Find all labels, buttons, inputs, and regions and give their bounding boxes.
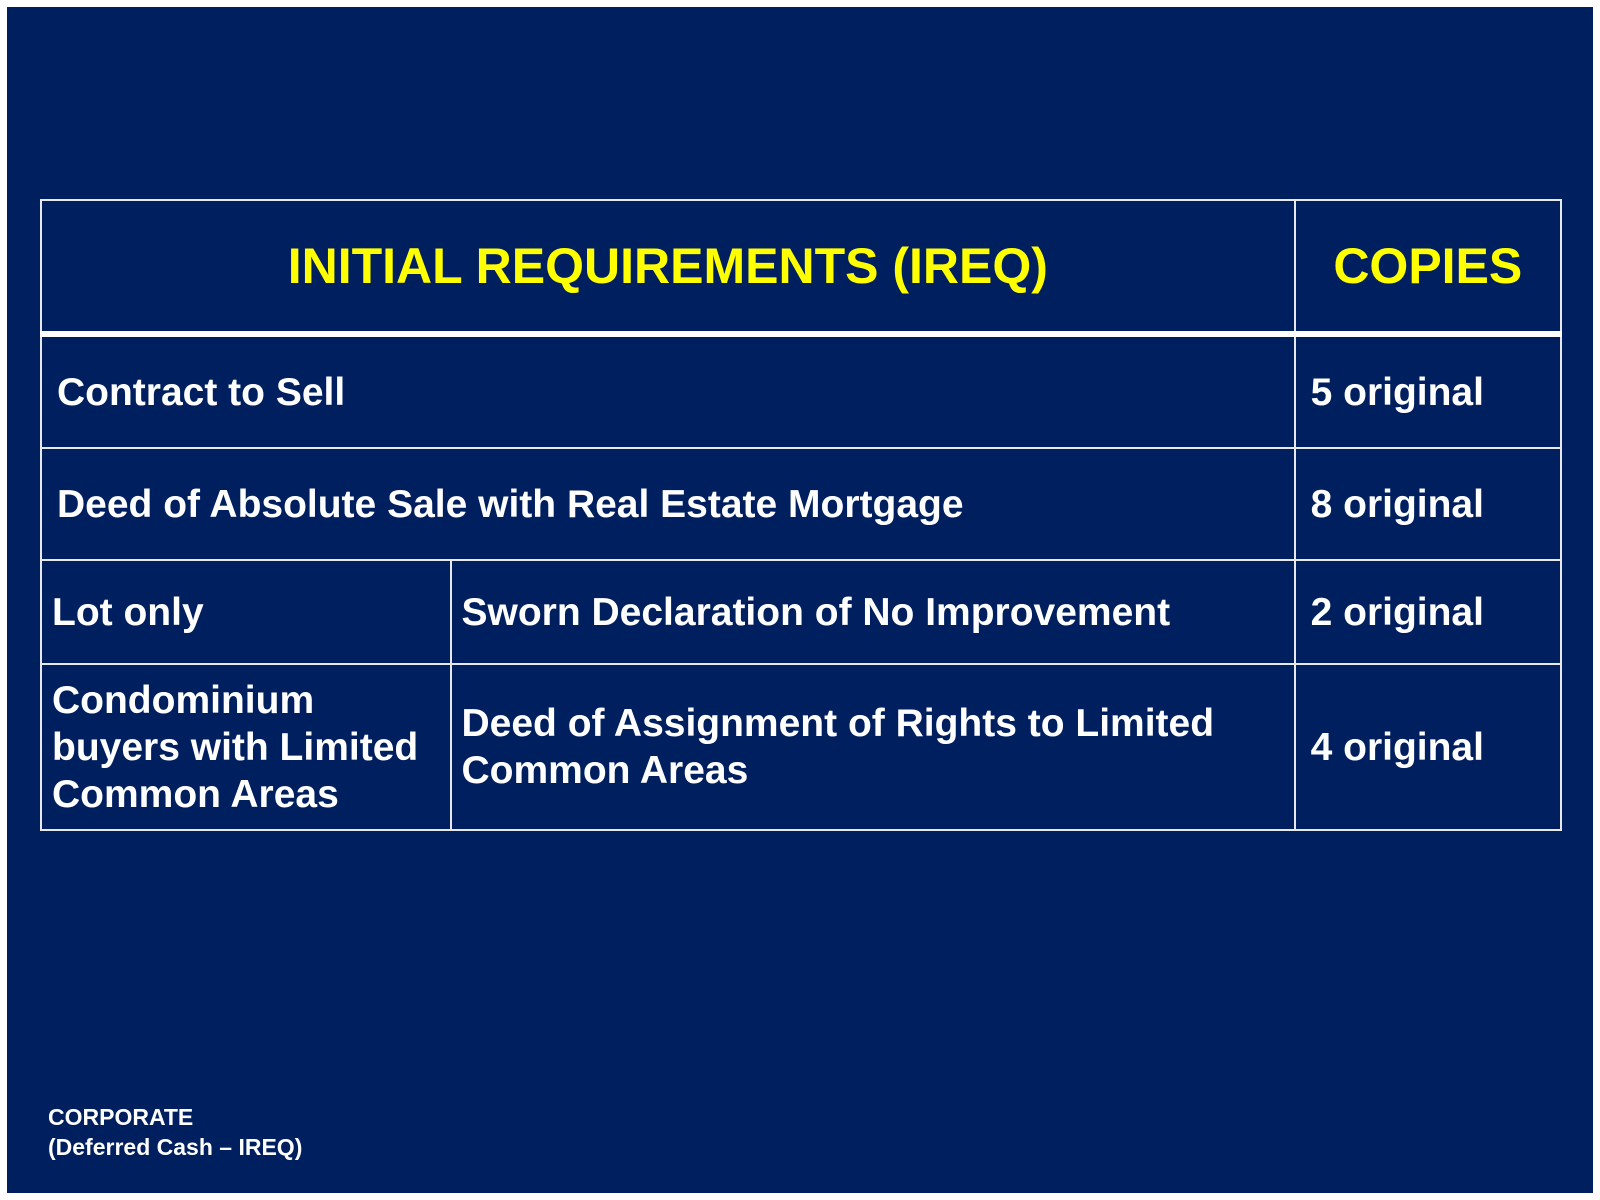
footer-label: CORPORATE (Deferred Cash – IREQ): [48, 1102, 302, 1162]
condition-cell: Lot only: [40, 559, 452, 665]
copies-cell: 4 original: [1293, 663, 1563, 831]
copies-cell: 5 original: [1293, 333, 1563, 449]
document-cell: Contract to Sell: [40, 333, 1296, 449]
requirements-table: INITIAL REQUIREMENTS (IREQ) COPIES Contr…: [40, 199, 1563, 831]
footer-line-corporate: CORPORATE: [48, 1104, 194, 1130]
document-cell: Deed of Assignment of Rights to Limited …: [449, 663, 1296, 831]
copies-header: COPIES: [1293, 199, 1563, 337]
table-row: Condominium buyers with Limited Common A…: [40, 663, 1563, 831]
table-row: Lot only Sworn Declaration of No Improve…: [40, 559, 1563, 665]
table-row: Deed of Absolute Sale with Real Estate M…: [40, 447, 1563, 561]
copies-cell: 8 original: [1293, 447, 1563, 561]
document-cell: Sworn Declaration of No Improvement: [449, 559, 1296, 665]
requirements-header: INITIAL REQUIREMENTS (IREQ): [40, 199, 1296, 337]
slide-background: INITIAL REQUIREMENTS (IREQ) COPIES Contr…: [7, 7, 1593, 1193]
table-header-row: INITIAL REQUIREMENTS (IREQ) COPIES: [40, 199, 1563, 337]
table-row: Contract to Sell 5 original: [40, 333, 1563, 449]
copies-cell: 2 original: [1293, 559, 1563, 665]
condition-cell: Condominium buyers with Limited Common A…: [40, 663, 452, 831]
footer-line-deferred-cash: (Deferred Cash – IREQ): [48, 1134, 303, 1160]
document-cell: Deed of Absolute Sale with Real Estate M…: [40, 447, 1296, 561]
